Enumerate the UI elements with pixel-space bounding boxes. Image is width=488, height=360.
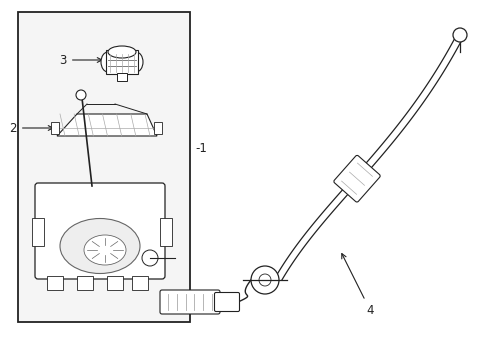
Bar	[132, 276, 148, 290]
FancyBboxPatch shape	[160, 290, 220, 314]
Bar	[117, 73, 127, 81]
Ellipse shape	[60, 219, 140, 274]
Text: 2: 2	[9, 122, 53, 135]
Bar	[160, 218, 172, 246]
Bar	[47, 276, 63, 290]
Circle shape	[452, 28, 466, 42]
FancyBboxPatch shape	[214, 292, 239, 311]
Bar	[106, 50, 138, 74]
Bar	[18, 12, 190, 322]
Circle shape	[250, 266, 279, 294]
Bar	[154, 122, 162, 134]
Circle shape	[142, 250, 158, 266]
Ellipse shape	[84, 235, 126, 265]
Text: -1: -1	[195, 141, 206, 154]
FancyBboxPatch shape	[35, 183, 164, 279]
Text: 4: 4	[341, 253, 373, 316]
Polygon shape	[57, 114, 157, 136]
Bar	[32, 218, 44, 246]
Bar	[107, 276, 123, 290]
Bar	[51, 122, 59, 134]
Bar	[77, 276, 93, 290]
Ellipse shape	[101, 52, 115, 72]
FancyBboxPatch shape	[333, 155, 380, 202]
Circle shape	[76, 90, 86, 100]
Ellipse shape	[129, 52, 142, 72]
Circle shape	[259, 274, 270, 286]
Ellipse shape	[108, 46, 136, 58]
Text: 3: 3	[60, 54, 102, 67]
